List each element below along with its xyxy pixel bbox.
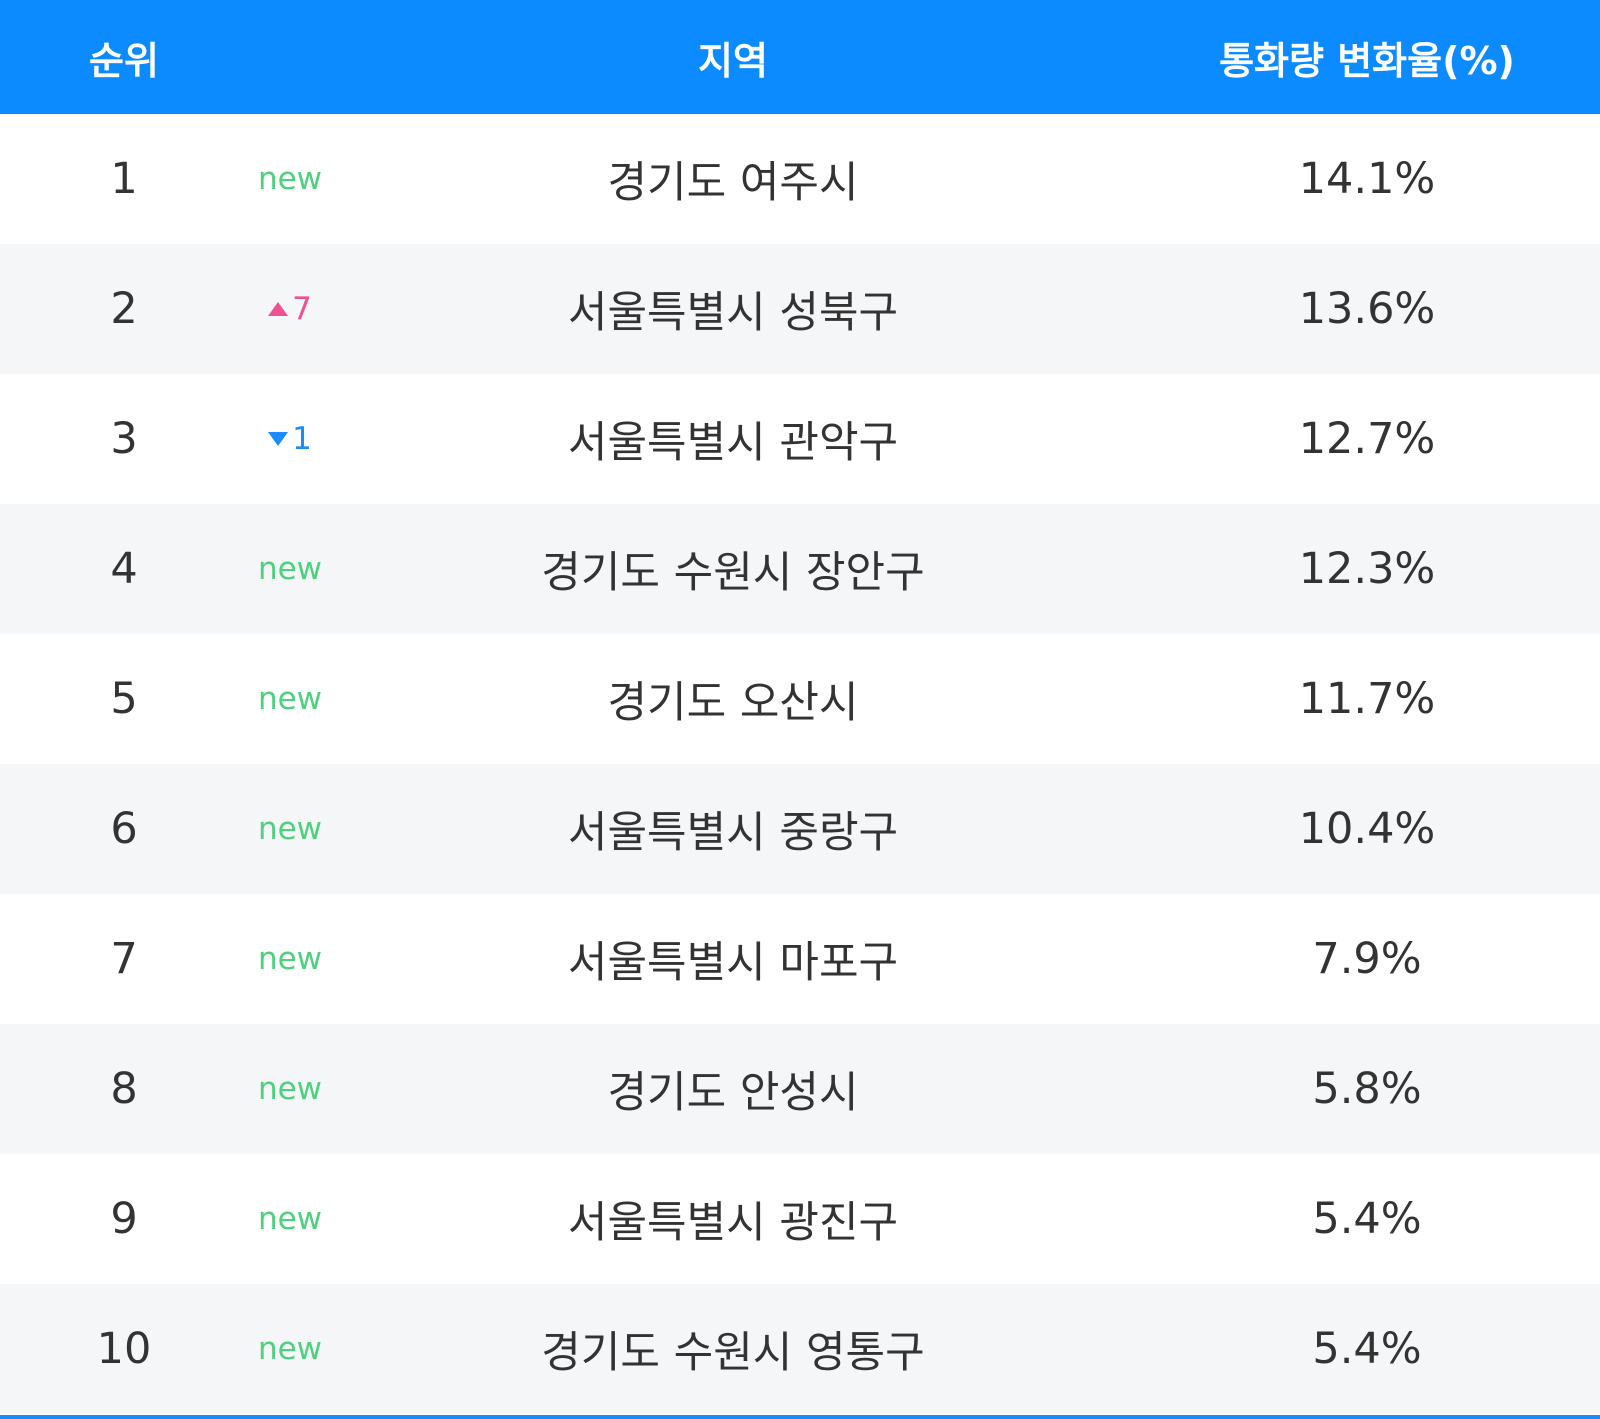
- rank-change: new: [210, 764, 370, 894]
- table-row: 10 new 경기도 수원시 영통구 5.4%: [0, 1284, 1600, 1414]
- rank-change-text: new: [257, 1071, 323, 1107]
- region: 경기도 수원시 영통구: [541, 1328, 925, 1378]
- rank: 1: [110, 154, 138, 204]
- rank: 6: [110, 804, 138, 854]
- table-row: 3 1 서울특별시 관악구 12.7%: [0, 374, 1600, 504]
- header-rank: 순위: [89, 38, 159, 83]
- region: 경기도 수원시 장안구: [541, 548, 925, 598]
- rank-change: new: [210, 504, 370, 634]
- rate: 12.3%: [1298, 544, 1436, 594]
- rank-change: new: [210, 1024, 370, 1154]
- rank-change-text: new: [257, 551, 323, 587]
- rate: 12.7%: [1298, 414, 1436, 464]
- rank-change-text: 7: [292, 291, 312, 327]
- region: 서울특별시 광진구: [567, 1198, 899, 1248]
- rank: 10: [96, 1324, 152, 1374]
- table-row: 7 new 서울특별시 마포구 7.9%: [0, 894, 1600, 1024]
- rank-change-text: 1: [292, 421, 312, 457]
- header-region: 지역: [698, 38, 768, 83]
- rate: 5.4%: [1312, 1324, 1422, 1374]
- rank-change-text: new: [257, 1331, 323, 1367]
- header-rate: 통화량 변화율(%): [1219, 38, 1515, 83]
- rate: 5.4%: [1312, 1194, 1422, 1244]
- rank-change: new: [210, 1154, 370, 1284]
- table-row: 6 new 서울특별시 중랑구 10.4%: [0, 764, 1600, 894]
- bottom-border: [0, 1415, 1600, 1419]
- rate: 7.9%: [1312, 934, 1422, 984]
- rank-change: new: [210, 1284, 370, 1414]
- rank-change: new: [210, 114, 370, 244]
- rank: 2: [110, 284, 138, 334]
- region: 경기도 안성시: [607, 1068, 859, 1118]
- rank: 5: [110, 674, 138, 724]
- region: 경기도 여주시: [607, 158, 859, 208]
- rate: 11.7%: [1298, 674, 1436, 724]
- rank-change-text: new: [257, 1201, 323, 1237]
- rank: 7: [110, 934, 138, 984]
- rank-change: new: [210, 634, 370, 764]
- rank-change: 1: [210, 374, 370, 504]
- rate: 14.1%: [1298, 154, 1436, 204]
- down-arrow: [268, 432, 289, 446]
- rank: 3: [110, 414, 138, 464]
- rank-change: 7: [210, 244, 370, 374]
- region: 서울특별시 중랑구: [567, 808, 899, 858]
- rank-change-text: new: [257, 681, 323, 717]
- table-row: 8 new 경기도 안성시 5.8%: [0, 1024, 1600, 1154]
- rate: 13.6%: [1298, 284, 1436, 334]
- rank-change-text: new: [257, 941, 323, 977]
- table-row: 2 7 서울특별시 성북구 13.6%: [0, 244, 1600, 374]
- region: 서울특별시 성북구: [567, 288, 899, 338]
- rank-change-text: new: [257, 811, 323, 847]
- table-row: 1 new 경기도 여주시 14.1%: [0, 114, 1600, 244]
- table-row: 9 new 서울특별시 광진구 5.4%: [0, 1154, 1600, 1284]
- rank-change-text: new: [257, 161, 323, 197]
- rank-change: new: [210, 894, 370, 1024]
- region: 경기도 오산시: [607, 678, 859, 728]
- table-header: 순위 지역 통화량 변화율(%): [0, 0, 1600, 114]
- up-arrow: [268, 302, 289, 316]
- rank: 4: [110, 544, 138, 594]
- rank: 9: [110, 1194, 138, 1244]
- region: 서울특별시 마포구: [567, 938, 899, 988]
- table-body: 1 new 경기도 여주시 14.1% 2 7 서울특별시 성북구 13.6% 3 1 서울특별시 …: [0, 114, 1600, 1414]
- rate: 10.4%: [1298, 804, 1436, 854]
- region: 서울특별시 관악구: [567, 418, 899, 468]
- rate: 5.8%: [1312, 1064, 1422, 1114]
- rank: 8: [110, 1064, 138, 1114]
- table-row: 5 new 경기도 오산시 11.7%: [0, 634, 1600, 764]
- table-row: 4 new 경기도 수원시 장안구 12.3%: [0, 504, 1600, 634]
